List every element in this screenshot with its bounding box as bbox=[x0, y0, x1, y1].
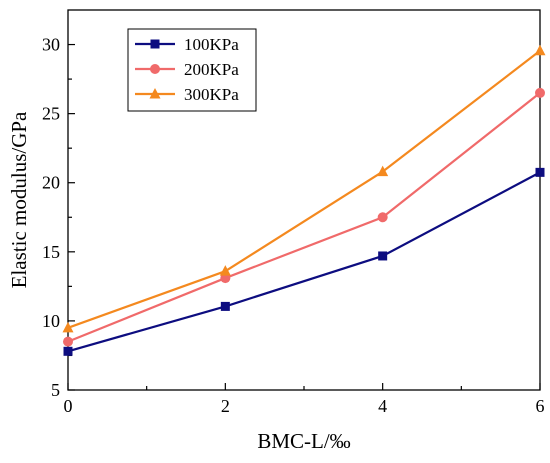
data-point bbox=[220, 301, 230, 311]
x-tick-label: 4 bbox=[378, 396, 387, 416]
legend-label: 100KPa bbox=[184, 35, 239, 54]
series-group bbox=[62, 44, 546, 356]
data-point bbox=[150, 39, 160, 49]
data-point bbox=[534, 44, 546, 56]
series-300KPa bbox=[62, 44, 546, 333]
data-point bbox=[63, 336, 73, 347]
data-point bbox=[149, 88, 161, 99]
legend-label: 300KPa bbox=[184, 85, 239, 104]
x-tick-label: 2 bbox=[221, 396, 230, 416]
y-axis-label: Elastic modulus/GPa bbox=[7, 111, 31, 288]
x-tick-label: 0 bbox=[64, 396, 73, 416]
data-point bbox=[377, 212, 388, 223]
legend-label: 200KPa bbox=[184, 60, 239, 79]
x-axis-label: BMC-L/‰ bbox=[257, 429, 350, 453]
legend-item: 300KPa bbox=[135, 85, 239, 104]
series-100KPa bbox=[63, 167, 545, 356]
y-tick-label: 30 bbox=[42, 35, 60, 55]
data-point bbox=[535, 87, 545, 98]
legend-item: 100KPa bbox=[135, 35, 239, 54]
y-tick-label: 20 bbox=[42, 173, 60, 193]
y-tick-label: 25 bbox=[42, 104, 60, 124]
y-tick-label: 15 bbox=[42, 242, 60, 262]
y-tick-label: 10 bbox=[42, 311, 60, 331]
x-tick-label: 6 bbox=[536, 396, 545, 416]
data-point bbox=[63, 346, 73, 356]
y-tick-label: 5 bbox=[51, 380, 60, 400]
series-200KPa bbox=[63, 87, 545, 347]
data-point bbox=[378, 251, 388, 261]
series-line bbox=[67, 49, 541, 329]
data-point bbox=[219, 265, 231, 276]
data-point bbox=[535, 167, 545, 177]
legend-item: 200KPa bbox=[135, 60, 239, 79]
axis-ticks: 0 2 4 6 5 10 15 20 25 30 bbox=[42, 35, 545, 416]
data-point bbox=[377, 165, 389, 177]
data-point bbox=[62, 321, 74, 333]
series-line bbox=[67, 92, 541, 343]
legend: 100KPa 200KPa 300KPa bbox=[127, 28, 257, 112]
series-line bbox=[67, 171, 541, 353]
data-point bbox=[150, 64, 160, 74]
